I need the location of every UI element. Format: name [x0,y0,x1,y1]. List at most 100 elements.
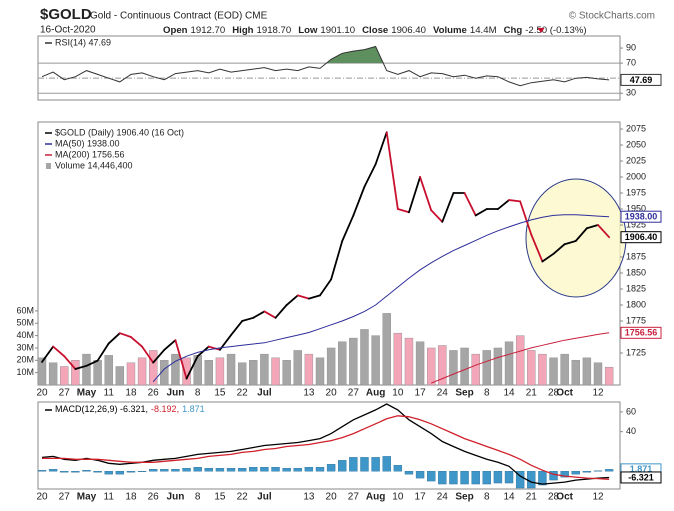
y-tick-label: 90 [626,42,636,52]
date: 16-Oct-2020 [40,25,96,36]
end-label: 1906.40 [625,232,658,242]
x-tick-label: 13 [303,388,315,399]
x-tick-label: 24 [437,492,449,503]
volume-bar [137,357,147,386]
y-tick-label: 1725 [626,347,646,357]
volume-bar [427,347,436,386]
price-segment [419,176,433,212]
price-segment [41,345,55,363]
volume-bar [104,355,113,386]
price-segment [463,192,477,217]
histogram-bar [449,471,458,485]
volume-bar [249,360,258,386]
price-segment [107,332,121,345]
histogram-bar [471,471,480,485]
histogram-bar [115,471,125,475]
source: © StockCharts.com [569,11,655,22]
price-segment [374,131,388,166]
histogram-bar [160,469,169,472]
price-segment [307,294,321,300]
price-segment [185,355,199,380]
histogram-bar [282,468,291,472]
histogram-bar [538,471,547,486]
histogram-bar [126,471,136,473]
price-segment [252,310,266,319]
volume-bar [560,353,569,386]
x-tick-label: Aug [366,492,385,503]
histogram-bar [504,471,514,484]
legend-label: MACD(12,26,9) -6.321, [55,404,148,414]
end-label-box [620,326,662,339]
price-segment [497,199,510,210]
volume-bar [160,360,169,386]
histogram-bar [104,471,113,475]
histogram-bar [315,467,325,472]
volume-bar [471,353,480,386]
price-segment [530,233,544,263]
y2-tick-label: 10M [16,367,34,377]
y-tick-label: 40 [626,426,636,436]
x-tick-label: 13 [303,492,315,503]
histogram-bar [215,468,225,472]
end-label: -6.321 [628,472,654,482]
end-label: 1.871 [630,464,653,474]
histogram-bar [349,457,358,472]
volume-bar [582,357,592,386]
price-segment [85,359,99,367]
price-segment [163,339,177,351]
price-segment [430,209,444,223]
volume-bar [326,347,336,386]
volume-bar [515,335,525,386]
x-tick-label: 26 [148,388,160,399]
volume-bar [293,350,302,386]
end-label: 1938.00 [625,212,658,222]
end-label-box [620,231,662,244]
x-tick-label: 11 [104,492,115,503]
volume-bar [338,341,347,386]
symbol: $GOLD [40,6,92,23]
histogram-bar [571,471,580,475]
y-tick-label: 1775 [626,315,646,325]
volume-bar [48,362,58,386]
legend-label: MA(200) 1756.56 [55,149,125,159]
field-value: -2.50 (-0.13%) [525,25,586,36]
y-tick-label: 2025 [626,155,646,165]
price-segment [319,278,333,297]
price-segment [230,320,244,336]
price-segment [563,240,577,246]
price-segment [408,176,421,214]
price-segment [152,348,166,364]
x-tick-label: 18 [125,492,137,503]
end-label-box [620,210,662,223]
macd-frame [37,401,621,490]
x-tick-label: 22 [237,388,249,399]
price-segment [263,310,277,319]
price-segment [474,208,488,217]
volume-bar [71,360,80,386]
legend-label: Volume 14,446,400 [55,160,133,170]
x-tick-label: 20 [36,492,48,503]
x-tick-label: 15 [214,388,226,399]
histogram-bar [338,460,347,472]
histogram-bar [326,464,336,472]
x-tick-label: 20 [326,388,338,399]
histogram-bar [82,470,91,472]
price-segment [52,345,66,358]
x-tick-label: 26 [148,492,160,503]
field-label: Close [362,25,388,36]
histogram-bar [415,471,425,479]
histogram-bar [182,468,191,472]
x-tick-label: 21 [526,492,538,503]
histogram-bar [93,471,102,473]
volume-bar [193,355,202,386]
histogram-bar [60,471,69,473]
histogram-bar [204,468,214,472]
x-tick-label: 27 [59,492,71,503]
histogram-bar [427,471,436,482]
volume-bar [593,362,603,386]
volume-bar [549,357,558,386]
x-tick-label: 28 [548,492,560,503]
price-segment [541,252,555,263]
x-tick-label: 8 [195,492,201,503]
